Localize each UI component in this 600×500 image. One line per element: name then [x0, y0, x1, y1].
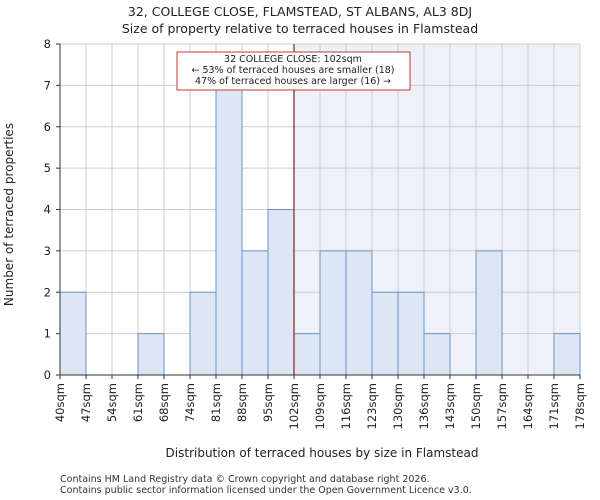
x-tick-label: 40sqm [53, 383, 67, 422]
x-tick-label: 164sqm [521, 383, 535, 429]
histogram-bar [345, 250, 373, 376]
x-tick-label: 61sqm [131, 383, 145, 422]
y-tick-label: 7 [44, 78, 51, 92]
x-tick-label: 171sqm [547, 383, 561, 429]
x-tick-label: 130sqm [391, 383, 405, 429]
footer-line1: Contains HM Land Registry data © Crown c… [60, 474, 430, 485]
histogram-bar [319, 250, 347, 376]
x-tick-label: 68sqm [157, 383, 171, 422]
y-tick-label: 1 [44, 327, 51, 341]
histogram-bar [215, 84, 243, 376]
x-tick-label: 178sqm [573, 383, 587, 429]
y-tick-label: 3 [44, 244, 51, 258]
x-tick-label: 81sqm [209, 383, 223, 422]
y-tick-label: 5 [44, 161, 51, 175]
y-tick-label: 4 [44, 203, 51, 217]
y-tick-label: 2 [44, 285, 51, 299]
annotation-larger: 47% of terraced houses are larger (16) → [195, 76, 391, 87]
annotation-box [176, 51, 411, 91]
histogram-bar [241, 250, 269, 376]
histogram-bar [423, 333, 451, 376]
histogram-bar [553, 333, 581, 376]
x-tick-label: 54sqm [105, 383, 119, 422]
chart-title-line2: Size of property relative to terraced ho… [121, 21, 479, 36]
x-tick-label: 116sqm [339, 383, 353, 429]
y-tick-label: 0 [44, 368, 51, 382]
histogram-bar [189, 291, 217, 376]
x-tick-label: 143sqm [443, 383, 457, 429]
annotation-title: 32 COLLEGE CLOSE: 102sqm [224, 54, 362, 65]
histogram-bar [397, 291, 425, 376]
histogram-bar [137, 333, 165, 376]
x-tick-label: 123sqm [365, 383, 379, 429]
y-tick-label: 6 [44, 120, 51, 134]
histogram-bar [267, 209, 295, 376]
y-tick-label: 8 [44, 37, 51, 51]
x-tick-label: 157sqm [495, 383, 509, 429]
x-tick-label: 88sqm [235, 383, 249, 422]
annotation-smaller: ← 53% of terraced houses are smaller (18… [191, 65, 394, 76]
histogram-bar [293, 333, 321, 376]
x-tick-label: 136sqm [417, 383, 431, 429]
footer-line2: Contains public sector information licen… [60, 485, 472, 496]
x-tick-label: 95sqm [261, 383, 275, 422]
x-tick-label: 74sqm [183, 383, 197, 422]
x-tick-label: 109sqm [313, 383, 327, 429]
x-tick-label: 102sqm [287, 383, 301, 429]
histogram-bar [371, 291, 399, 376]
y-axis-label: Number of terraced properties [2, 123, 16, 306]
x-axis-label: Distribution of terraced houses by size … [166, 446, 479, 460]
x-tick-label: 150sqm [469, 383, 483, 429]
histogram-bar [59, 291, 87, 376]
chart-title-line1: 32, COLLEGE CLOSE, FLAMSTEAD, ST ALBANS,… [127, 4, 473, 19]
x-tick-label: 47sqm [79, 383, 93, 422]
histogram-bar [475, 250, 503, 376]
